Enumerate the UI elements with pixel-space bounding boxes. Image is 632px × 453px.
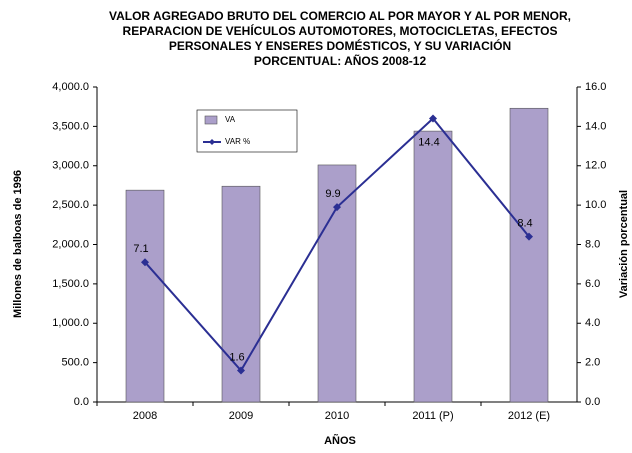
x-tick-label: 2011 (P) [412, 410, 453, 422]
y-tick-label: 2,500.0 [52, 199, 89, 211]
x-tick-label: 2010 [325, 410, 349, 422]
line-marker [141, 258, 149, 267]
bar [221, 185, 261, 403]
legend-label: VAR % [225, 137, 250, 146]
y2-tick-label: 8.0 [585, 238, 600, 250]
data-label: 8.4 [517, 218, 532, 230]
chart-title: PORCENTUAL: AÑOS 2008-12 [254, 53, 427, 68]
y-axis-title: Millones de balboas de 1996 [12, 170, 24, 318]
legend-swatch [204, 115, 218, 125]
line-marker [429, 114, 437, 123]
chart-title: PERSONALES Y ENSERES DOMÉSTICOS, Y SU VA… [169, 38, 511, 53]
data-label: 1.6 [229, 351, 244, 363]
legend-swatch [209, 139, 215, 145]
y-tick-label: 4,000.0 [52, 81, 89, 93]
line-marker [237, 366, 245, 375]
y-tick-label: 3,500.0 [52, 120, 89, 132]
y2-tick-label: 2.0 [585, 357, 600, 369]
y2-tick-label: 10.0 [585, 199, 606, 211]
legend-label: VA [225, 115, 236, 124]
y-tick-label: 1,500.0 [52, 278, 89, 290]
legend: VA VAR % [196, 109, 298, 153]
bar [125, 189, 165, 403]
y-tick-label: 0.0 [74, 396, 89, 408]
y-tick-label: 3,000.0 [52, 160, 89, 172]
data-label: 14.4 [418, 136, 439, 148]
y-tick-label: 1,000.0 [52, 317, 89, 329]
x-axis-title: AÑOS [324, 434, 356, 447]
y2-tick-label: 16.0 [585, 81, 606, 93]
bar [509, 107, 549, 403]
y2-tick-label: 14.0 [585, 120, 606, 132]
y2-tick-label: 12.0 [585, 160, 606, 172]
y-tick-label: 2,000.0 [52, 238, 89, 250]
bar [317, 164, 357, 403]
y2-tick-label: 6.0 [585, 278, 600, 290]
line-marker [525, 232, 533, 241]
x-tick-label: 2009 [229, 410, 253, 422]
y2-axis-title: Variación porcentual [618, 190, 630, 298]
y2-tick-label: 0.0 [585, 396, 600, 408]
data-label: 7.1 [133, 243, 148, 255]
chart-title: REPARACION DE VEHÍCULOS AUTOMOTORES, MOT… [123, 23, 558, 38]
x-tick-label: 2008 [133, 410, 157, 422]
x-tick-label: 2012 (E) [508, 410, 550, 422]
line-marker [333, 203, 341, 212]
y2-tick-label: 4.0 [585, 317, 600, 329]
data-label: 9.9 [325, 188, 340, 200]
bar [413, 130, 453, 403]
chart-title: VALOR AGREGADO BRUTO DEL COMERCIO AL POR… [109, 9, 571, 23]
y-tick-label: 500.0 [61, 357, 89, 369]
